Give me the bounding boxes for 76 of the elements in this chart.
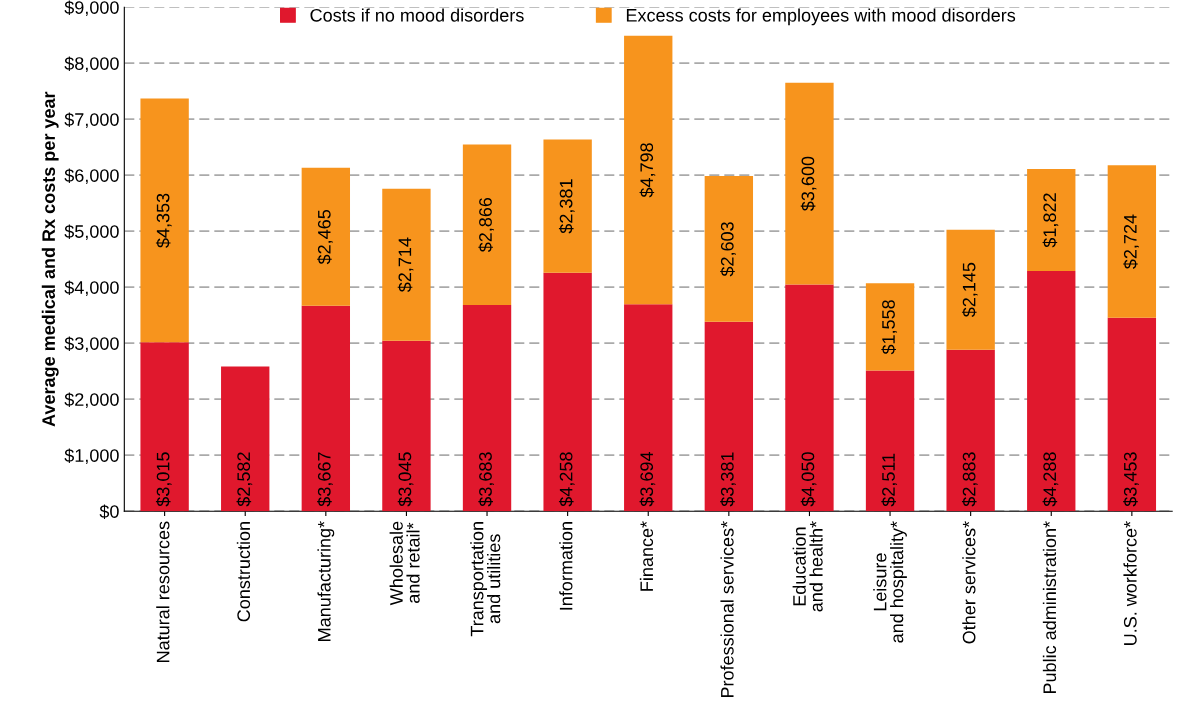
data-label: $2,145: [961, 262, 978, 318]
x-tick-label: Transportation and utilities: [470, 522, 501, 637]
x-tick-label: Public administration*: [1042, 521, 1057, 694]
y-tick-label: $5,000: [64, 224, 119, 241]
data-label: $2,381: [558, 179, 575, 234]
y-tick-label: $6,000: [64, 168, 119, 185]
bar: [382, 340, 431, 512]
y-axis-title: Average medical and Rx costs per year: [41, 91, 59, 427]
bar: [704, 321, 754, 512]
bar: [301, 167, 351, 306]
x-tick-label: U.S. workforce*: [1123, 521, 1137, 645]
bar: [1027, 169, 1076, 272]
x-tick-label: Construction: [236, 522, 251, 622]
x-tick-label: Other services*: [962, 521, 976, 644]
bar: [785, 82, 834, 285]
bar: [865, 370, 915, 512]
bar: [382, 188, 431, 341]
bar: [462, 304, 512, 512]
data-label: $3,381: [720, 452, 736, 507]
y-tick-label: $8,000: [64, 56, 119, 73]
x-tick-label: Manufacturing*: [317, 521, 335, 641]
data-label: $2,465: [317, 209, 333, 265]
legend-label: Costs if no mood disorders: [310, 8, 524, 22]
data-label: $2,866: [478, 197, 495, 253]
y-tick-label: $1,000: [64, 448, 119, 465]
bar: [1107, 165, 1157, 318]
data-label: $3,667: [317, 452, 333, 507]
data-label: $3,015: [155, 452, 172, 507]
data-label: $3,453: [1123, 452, 1139, 507]
bar: [1027, 271, 1076, 512]
bar: [785, 284, 834, 512]
data-label: $4,258: [558, 452, 575, 507]
data-label: $4,050: [800, 452, 817, 507]
bar: [704, 176, 754, 322]
data-label: $4,353: [155, 193, 172, 248]
bar: [221, 366, 270, 512]
data-label: $1,822: [1042, 193, 1059, 248]
data-label: $2,582: [236, 452, 253, 507]
data-label: $3,694: [639, 452, 656, 507]
data-label: $2,511: [881, 453, 898, 507]
x-tick-label: Finance*: [639, 521, 654, 591]
x-tick-label: Wholesale and retail*: [389, 521, 420, 606]
data-label: $3,683: [478, 452, 495, 507]
bar: [301, 305, 351, 512]
y-tick-label: $4,000: [64, 280, 119, 297]
x-tick-label: Natural resources: [156, 521, 170, 662]
x-tick-label: Professional services*: [720, 521, 734, 698]
data-label: $3,045: [397, 452, 414, 507]
bar: [462, 144, 512, 305]
data-label: $4,798: [639, 143, 656, 198]
y-tick-label: $0: [99, 504, 119, 519]
y-tick-label: $2,000: [64, 392, 119, 409]
bar: [865, 283, 915, 371]
data-label: $4,288: [1042, 452, 1059, 507]
bar: [946, 229, 995, 350]
y-tick-label: $3,000: [64, 336, 119, 353]
x-tick-label: Information: [559, 522, 573, 610]
data-label: $2,714: [397, 237, 414, 293]
data-label: $1,558: [881, 300, 898, 355]
bar: [543, 139, 592, 273]
bar: [1107, 317, 1157, 512]
bar: [140, 342, 189, 512]
y-tick-label: $7,000: [64, 112, 119, 129]
legend-label: Excess costs for employees with mood disorders: [626, 8, 1016, 26]
bar: [946, 349, 995, 512]
data-label: $2,603: [720, 222, 736, 277]
bar: [543, 272, 592, 512]
bar: [140, 98, 189, 343]
data-label: $2,724: [1123, 214, 1139, 269]
data-label: $3,600: [800, 156, 817, 212]
bar: [624, 35, 673, 305]
data-label: $2,883: [961, 452, 978, 507]
x-tick-label: Leisure and hospitality*: [873, 521, 907, 643]
x-tick-label: Education and health*: [792, 521, 823, 612]
bar: [624, 304, 673, 512]
y-tick-label: $9,000: [64, 0, 119, 17]
